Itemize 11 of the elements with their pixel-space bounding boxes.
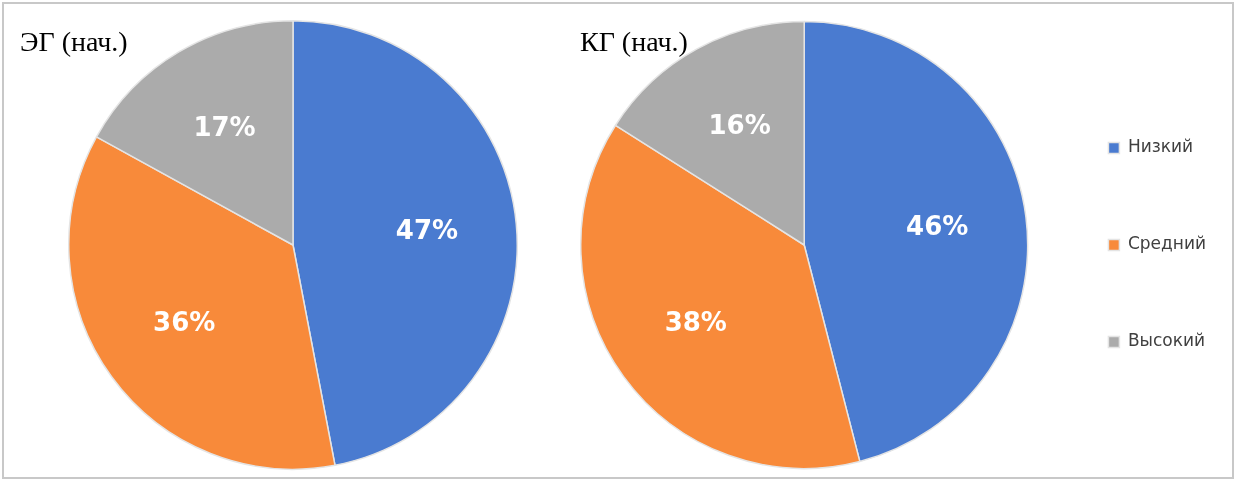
chart-title: КГ (нач.) [580, 26, 688, 58]
legend-label: Средний [1127, 233, 1207, 254]
data-label: 38% [664, 306, 727, 337]
data-label: 36% [153, 306, 216, 337]
data-label: 47% [395, 215, 459, 246]
data-label: 16% [708, 110, 771, 141]
legend-label: Низкий [1127, 136, 1194, 157]
legend-label: Высокий [1127, 330, 1206, 351]
data-label: 17% [193, 111, 256, 142]
chart-title: ЭГ (нач.) [20, 26, 128, 58]
data-label: 46% [906, 210, 969, 241]
